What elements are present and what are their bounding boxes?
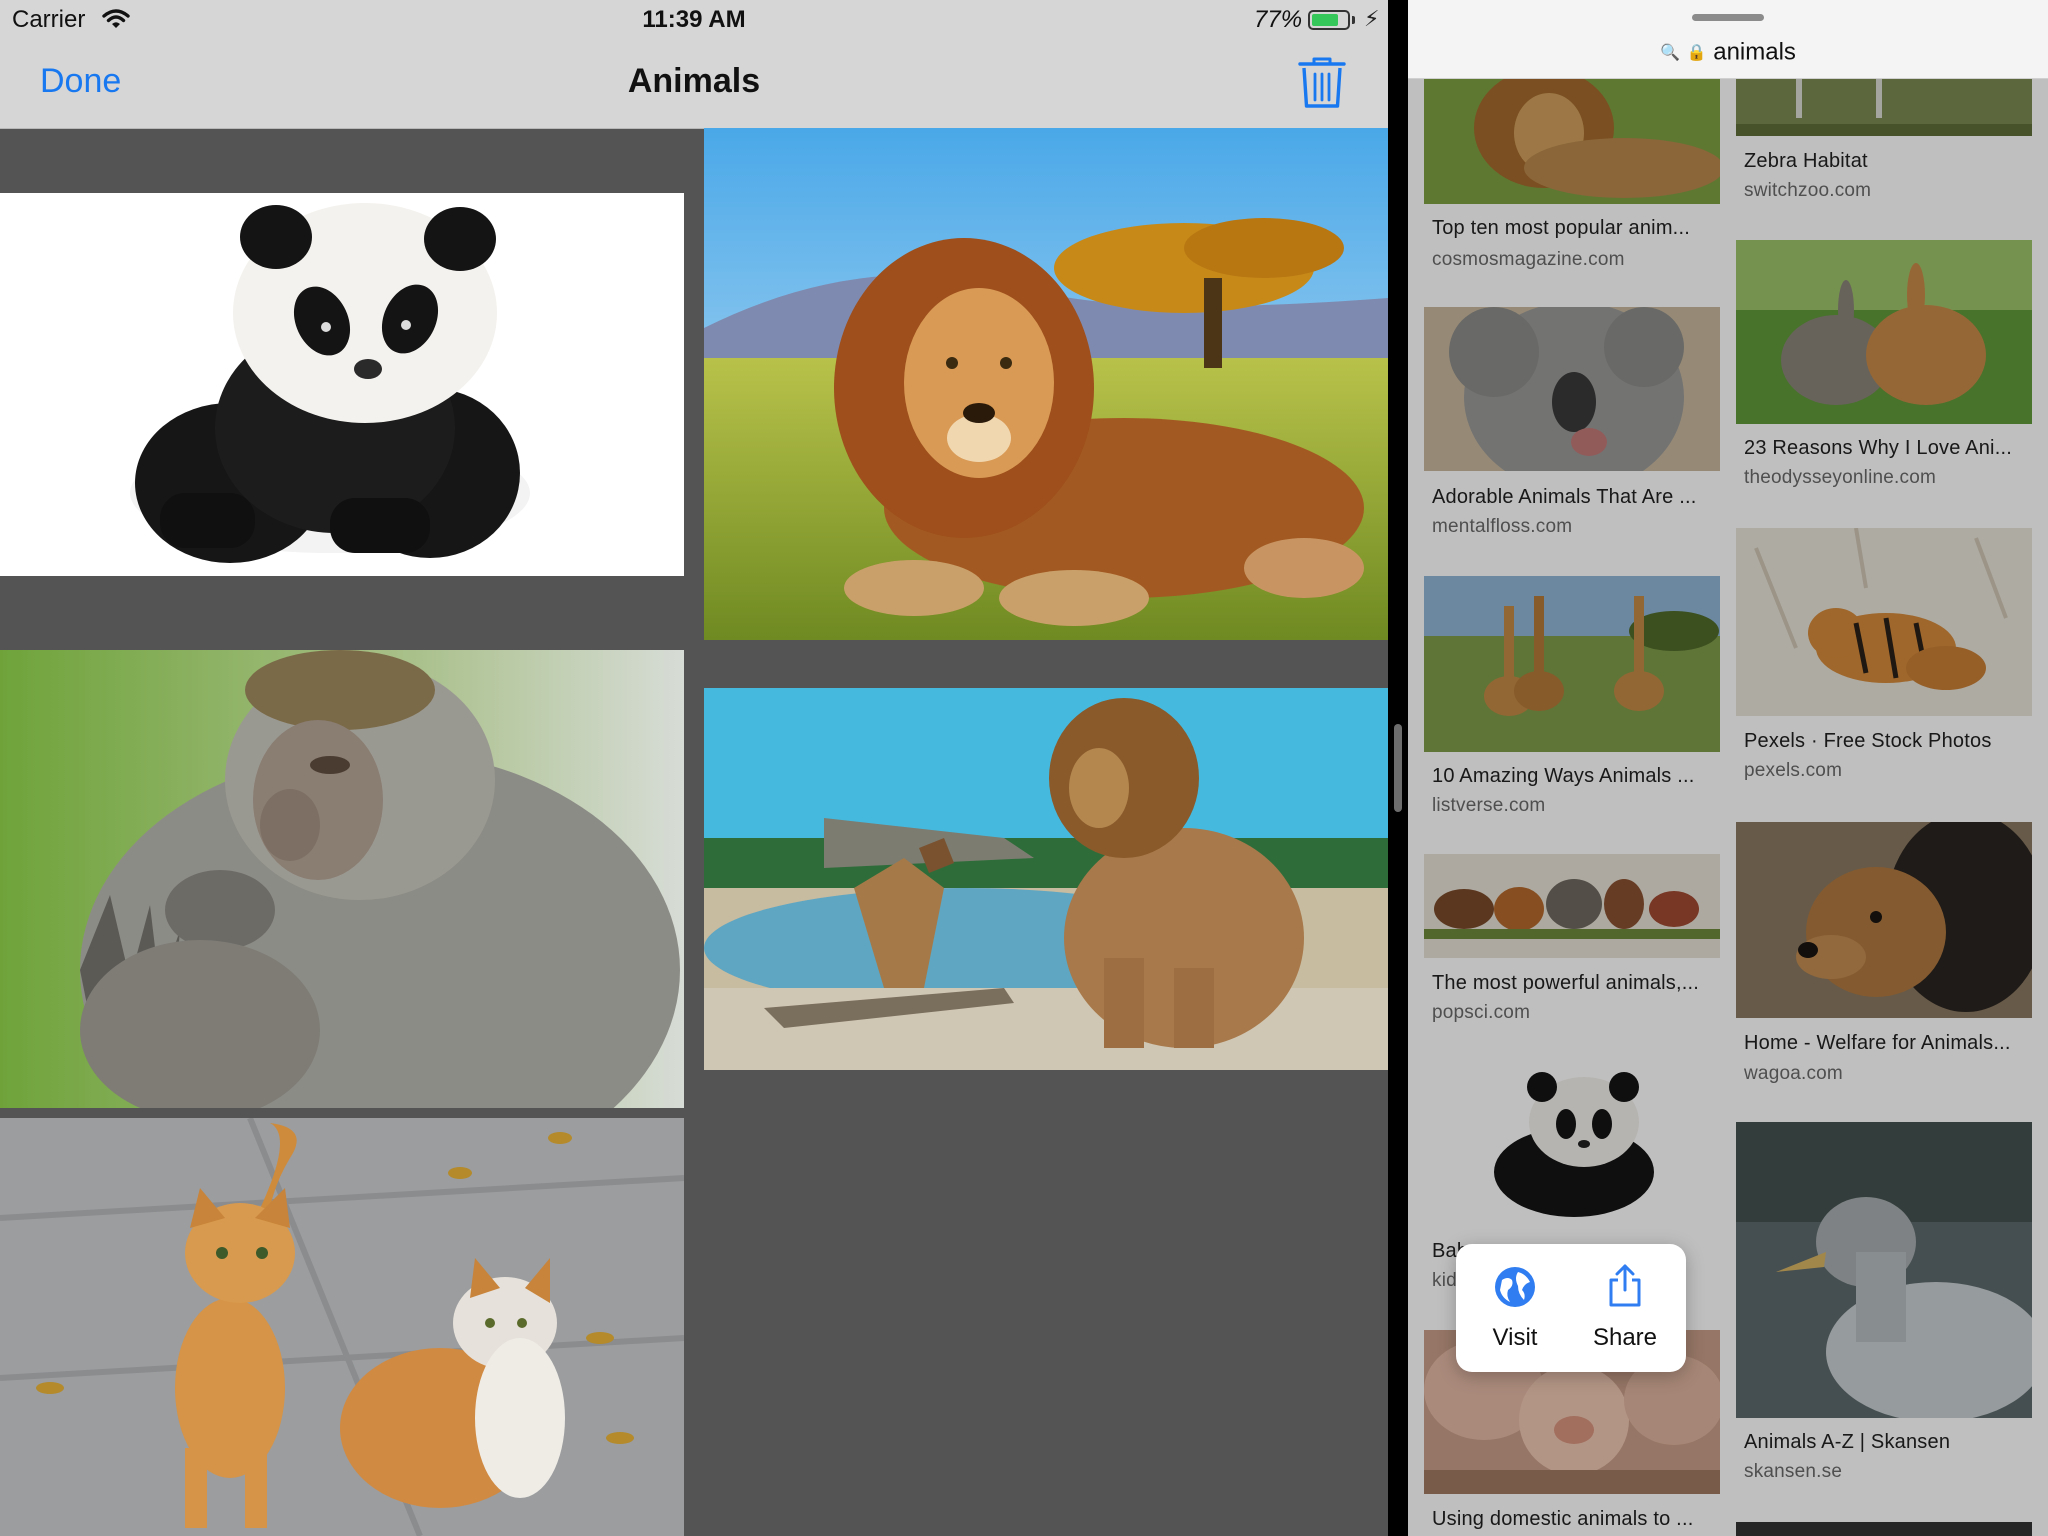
clock: 11:39 AM [642, 6, 746, 33]
battery-percent: 77% [1254, 6, 1303, 33]
charging-bolt-icon: ⚡ [1364, 6, 1380, 31]
result-title[interactable]: Using domestic animals to ... [1432, 1508, 1694, 1530]
battery-icon [1308, 10, 1350, 30]
navigation-bar: Done Animals [0, 40, 1388, 129]
panel-grabber[interactable] [1692, 14, 1764, 21]
done-button[interactable]: Done [40, 62, 122, 100]
result-domain: pexels.com [1744, 760, 1843, 781]
result-thumb-animals-painting[interactable] [1424, 854, 1720, 958]
visit-button[interactable]: Visit [1460, 1266, 1570, 1356]
result-title[interactable]: 23 Reasons Why I Love Ani... [1744, 437, 2012, 459]
result-thumb-zebra[interactable] [1736, 78, 2032, 136]
result-title[interactable]: Home - Welfare for Animals... [1744, 1032, 2011, 1054]
share-label: Share [1592, 1324, 1658, 1351]
cats-image [0, 1118, 684, 1536]
result-thumb-koala[interactable] [1424, 307, 1720, 471]
macaque-image [0, 650, 684, 1108]
panda-image [0, 193, 684, 576]
result-thumb-partial[interactable] [1736, 1522, 2032, 1536]
result-thumb-dog[interactable] [1736, 822, 2032, 1018]
result-domain: skansen.se [1744, 1461, 1843, 1482]
result-domain: listverse.com [1432, 795, 1546, 816]
result-domain: switchzoo.com [1744, 180, 1872, 201]
lion-savanna-image [704, 128, 1388, 640]
result-thumb-duck[interactable] [1736, 1122, 2032, 1418]
lion-jackal-image [704, 688, 1388, 1070]
result-title[interactable]: 10 Amazing Ways Animals ... [1432, 765, 1695, 787]
photo-panda[interactable] [0, 193, 684, 576]
result-koala-image [1424, 307, 1720, 471]
result-thumb-rabbits[interactable] [1736, 240, 2032, 424]
result-dog-image [1736, 822, 2032, 1018]
globe-icon [1495, 1267, 1535, 1307]
result-lion-image [1424, 78, 1720, 204]
context-menu: Visit Share [1456, 1244, 1686, 1372]
photo-lion-savanna[interactable] [704, 128, 1388, 640]
result-thumb-tigers[interactable] [1736, 528, 2032, 716]
status-bar: Carrier 11:39 AM 77% ⚡ [0, 0, 1388, 40]
result-thumb-lion[interactable] [1424, 78, 1720, 204]
result-domain: theodysseyonline.com [1744, 467, 1936, 488]
result-duck-image [1736, 1122, 2032, 1418]
result-title[interactable]: The most powerful animals,... [1432, 972, 1700, 994]
url-text: animals [1713, 38, 1796, 66]
url-row[interactable]: 🔍 🔒 animals [1408, 38, 2048, 67]
result-domain: mentalfloss.com [1432, 516, 1573, 537]
address-bar[interactable]: 🔍 🔒 animals [1408, 0, 2048, 79]
result-panda-image [1424, 1062, 1720, 1226]
wifi-icon [102, 9, 130, 28]
photo-collection-app: Carrier 11:39 AM 77% ⚡ Done Animals [0, 0, 1388, 1536]
photo-lion-jackal[interactable] [704, 688, 1388, 1070]
result-title[interactable]: Top ten most popular anim... [1432, 217, 1690, 239]
result-title[interactable]: Adorable Animals That Are ... [1432, 486, 1697, 508]
result-giraffes-image [1424, 576, 1720, 752]
result-thumb-giraffes[interactable] [1424, 576, 1720, 752]
search-icon: 🔍 [1660, 44, 1680, 62]
result-rabbits-image [1736, 240, 2032, 424]
result-tigers-image [1736, 528, 2032, 716]
carrier-label: Carrier [12, 6, 86, 33]
result-title[interactable]: Animals A-Z | Skansen [1744, 1431, 1951, 1453]
result-domain: kid [1432, 1270, 1457, 1291]
result-thumb-panda[interactable] [1424, 1062, 1720, 1226]
share-button[interactable]: Share [1570, 1264, 1680, 1356]
battery-level-fill [1312, 14, 1338, 26]
result-title[interactable]: Zebra Habitat [1744, 150, 1868, 172]
result-animals-painting-image [1424, 854, 1720, 958]
result-domain: wagoa.com [1744, 1063, 1843, 1084]
result-domain: popsci.com [1432, 1002, 1531, 1023]
photo-cats[interactable] [0, 1118, 684, 1536]
result-title[interactable]: Pexels · Free Stock Photos [1744, 730, 1992, 752]
result-zebra-image [1736, 78, 2032, 136]
page-title: Animals [627, 62, 761, 100]
trash-icon[interactable] [1294, 54, 1350, 110]
result-domain: cosmosmagazine.com [1432, 249, 1625, 270]
photo-macaque[interactable] [0, 650, 684, 1108]
battery-cap [1352, 16, 1355, 24]
share-icon [1609, 1264, 1641, 1307]
lock-icon: 🔒 [1686, 44, 1707, 62]
visit-label: Visit [1492, 1324, 1538, 1351]
split-view-handle[interactable] [1394, 724, 1402, 812]
browser-panel: Top ten most popular anim... cosmosmagaz… [1408, 0, 2048, 1536]
image-results-grid: Top ten most popular anim... cosmosmagaz… [1408, 0, 2048, 1536]
